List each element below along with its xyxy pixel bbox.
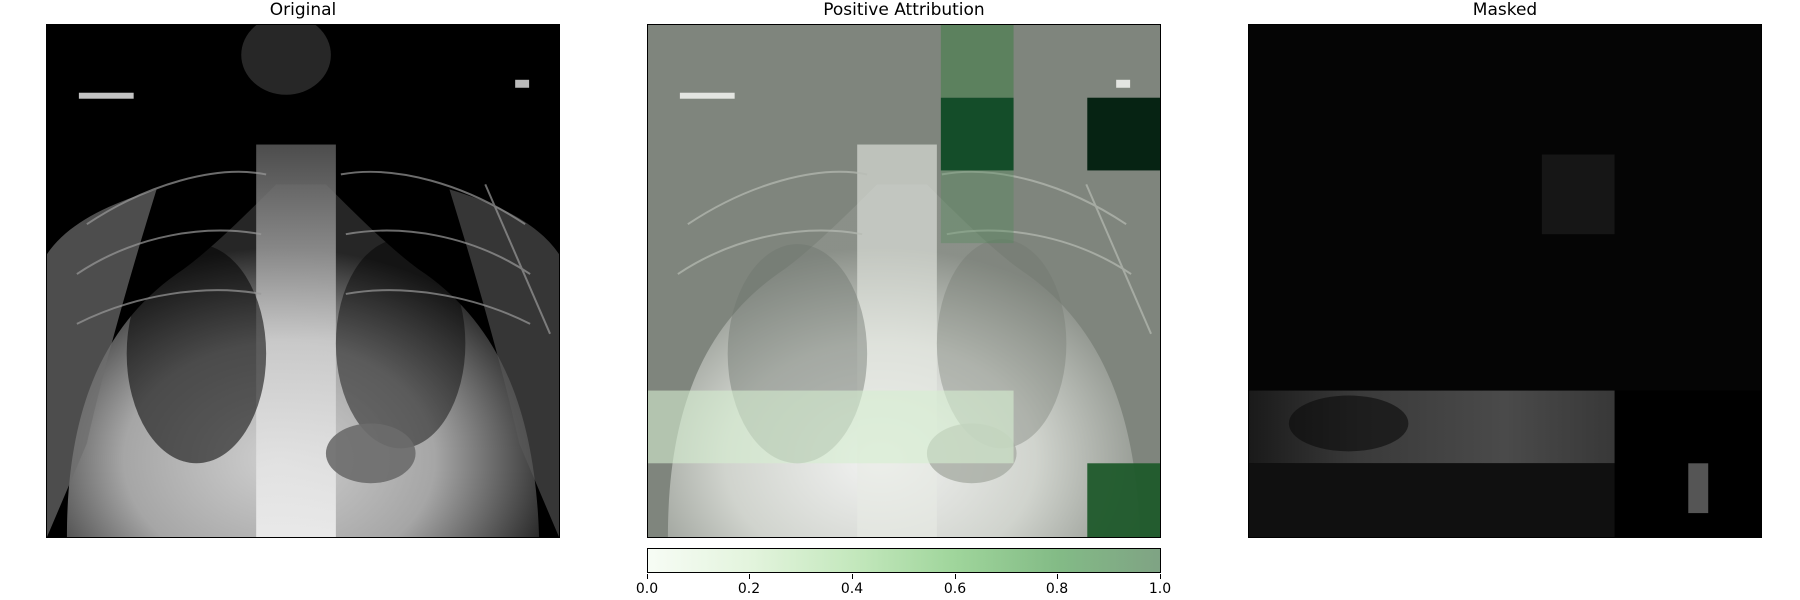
colorbar-tick	[955, 574, 956, 579]
colorbar-tick	[749, 574, 750, 579]
colorbar-tick-label: 0.2	[737, 581, 761, 597]
masked-title: Masked	[1472, 0, 1538, 20]
masked-image	[1248, 24, 1762, 538]
colorbar-tick-label: 0.6	[943, 581, 967, 597]
colorbar-tick	[647, 574, 648, 579]
colorbar-tick-label: 0.0	[635, 581, 659, 597]
original-image	[46, 24, 560, 538]
colorbar-tick-label: 0.4	[840, 581, 864, 597]
attribution-title: Positive Attribution	[823, 0, 985, 20]
colorbar-tick	[1160, 574, 1161, 579]
colorbar-tick	[1057, 574, 1058, 579]
colorbar	[647, 548, 1161, 573]
colorbar-tick-label: 0.8	[1045, 581, 1069, 597]
colorbar-tick-label: 1.0	[1148, 581, 1172, 597]
original-title: Original	[269, 0, 337, 20]
attribution-image	[647, 24, 1161, 538]
colorbar-tick	[852, 574, 853, 579]
